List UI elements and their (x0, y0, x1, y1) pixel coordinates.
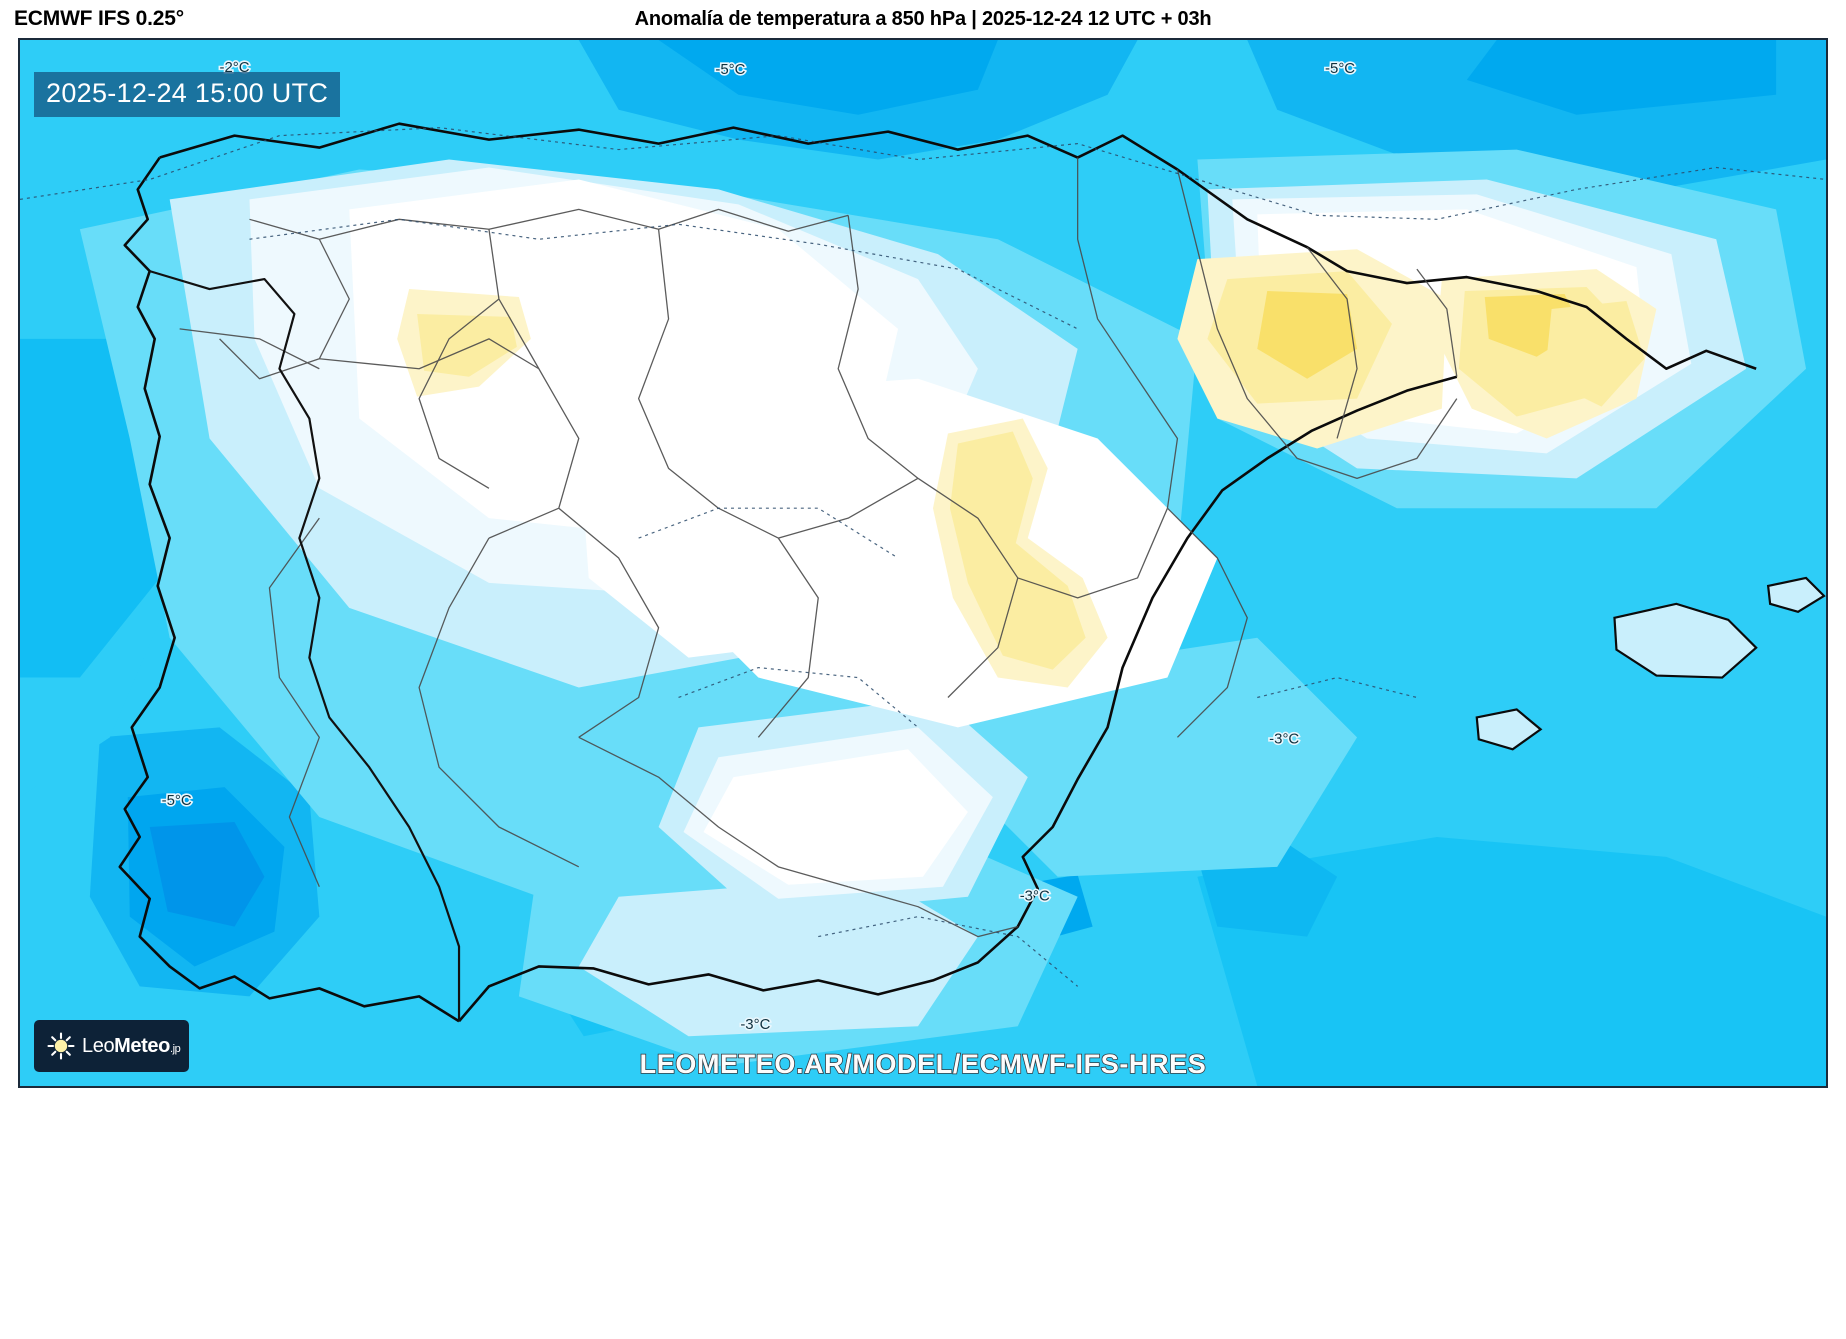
page-header: ECMWF IFS 0.25° Anomalía de temperatura … (0, 0, 1846, 38)
contour-label: -3°C (1020, 888, 1050, 905)
anomaly-band-n5-core (658, 40, 998, 115)
anomaly-band-warm-duero-core (417, 313, 517, 377)
valid-time-badge: 2025-12-24 15:00 UTC (34, 72, 341, 117)
logo-suffix: .jp (169, 1042, 181, 1055)
anomaly-band-warm-iberico-core (949, 431, 1086, 670)
balearic-islands (1475, 576, 1826, 751)
leometeo-logo[interactable]: LeoMeteo.jp (34, 1020, 189, 1072)
admin-border-layer (179, 157, 1458, 938)
logo-wordmark: LeoMeteo.jp (82, 1034, 181, 1058)
anomaly-band-ne5-core (1466, 40, 1777, 115)
temperature-anomaly-field: -2°C -5°C -5°C -5°C -3°C -3°C -3°C (20, 40, 1826, 1086)
contour-label: -5°C (715, 61, 745, 78)
map-canvas[interactable]: -2°C -5°C -5°C -5°C -3°C -3°C -3°C 2025-… (18, 38, 1828, 1088)
contour-label: -5°C (1325, 60, 1355, 77)
colorbar-row: -5.40 °C 2.50 °C −32−24−16−808162432 ZIE… (0, 1090, 1846, 1339)
anomaly-band-sw5-deep (149, 822, 265, 927)
model-label: ECMWF IFS 0.25° (14, 7, 184, 30)
anomaly-band-white-e (578, 408, 919, 658)
anomaly-band-med2 (1197, 836, 1826, 1086)
page-title: Anomalía de temperatura a 850 hPa | 2025… (634, 8, 1212, 30)
isoline-dotted-layer (20, 127, 1826, 987)
contour-label: -3°C (740, 1016, 770, 1033)
sun-icon (47, 1032, 75, 1060)
anomaly-band-warm-cat-east (1544, 301, 1645, 407)
anomaly-band-and-near0 (578, 876, 978, 1037)
contour-label: -5°C (162, 792, 192, 809)
anomaly-band-warm-ebro-peak (1257, 291, 1358, 379)
logo-name-bold: Meteo (114, 1034, 170, 1057)
national-border-portugal (149, 270, 461, 1022)
coastline-layer (118, 122, 1757, 1023)
logo-name-light: Leo (82, 1034, 115, 1057)
anomaly-band-white-c (703, 749, 968, 885)
source-watermark: LEOMETEO.AR/MODEL/ECMWF-IFS-HRES (639, 1048, 1207, 1080)
contour-label: -3°C (1269, 730, 1299, 747)
